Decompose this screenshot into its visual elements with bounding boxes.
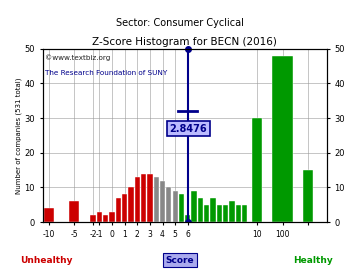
Text: Sector: Consumer Cyclical: Sector: Consumer Cyclical	[116, 18, 244, 28]
Text: 2.8476: 2.8476	[170, 124, 207, 134]
Bar	[272, 56, 293, 222]
Text: Healthy: Healthy	[293, 256, 333, 265]
Bar	[179, 194, 184, 222]
Bar	[211, 198, 216, 222]
Bar	[204, 205, 210, 222]
Text: Score: Score	[166, 256, 194, 265]
Bar	[90, 215, 96, 222]
Bar	[147, 174, 153, 222]
Bar	[69, 201, 79, 222]
Bar	[198, 198, 203, 222]
Bar	[141, 174, 146, 222]
Bar	[223, 205, 228, 222]
Text: Unhealthy: Unhealthy	[21, 256, 73, 265]
Bar	[236, 205, 241, 222]
Text: The Research Foundation of SUNY: The Research Foundation of SUNY	[45, 70, 168, 76]
Bar	[217, 205, 222, 222]
Bar	[135, 177, 140, 222]
Bar	[154, 177, 159, 222]
Bar	[172, 191, 178, 222]
Bar	[129, 187, 134, 222]
Bar	[116, 198, 121, 222]
Bar	[166, 187, 171, 222]
Bar	[302, 170, 313, 222]
Bar	[109, 212, 114, 222]
Bar	[192, 191, 197, 222]
Bar	[44, 208, 54, 222]
Bar	[103, 215, 108, 222]
Text: ©www.textbiz.org: ©www.textbiz.org	[45, 54, 111, 61]
Bar	[122, 194, 127, 222]
Bar	[252, 118, 262, 222]
Y-axis label: Number of companies (531 total): Number of companies (531 total)	[15, 77, 22, 194]
Title: Z-Score Histogram for BECN (2016): Z-Score Histogram for BECN (2016)	[92, 37, 277, 47]
Bar	[160, 181, 165, 222]
Bar	[242, 205, 247, 222]
Bar	[97, 212, 102, 222]
Bar	[229, 201, 235, 222]
Bar	[185, 215, 190, 222]
